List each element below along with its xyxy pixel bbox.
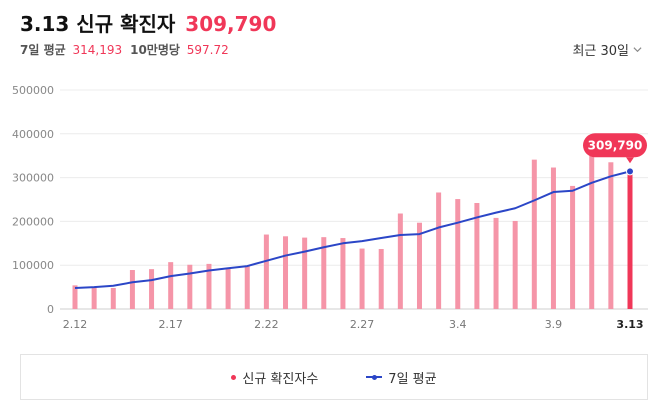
bar: [110, 287, 116, 309]
period-label: 최근 30일: [572, 44, 629, 59]
bar: [474, 203, 480, 309]
avg-stat: 7일 평균 314,193: [20, 41, 122, 58]
per-capita-label: 10만명당: [130, 43, 180, 57]
legend-item-7day-avg[interactable]: 7일 평균: [366, 368, 437, 387]
bar: [550, 167, 556, 309]
bar: [91, 286, 97, 309]
bar: [283, 236, 289, 309]
bar: [570, 185, 576, 309]
line-series-swatch: [366, 374, 383, 380]
y-tick-label: 100000: [12, 259, 54, 272]
legend-label-7day-avg: 7일 평균: [388, 371, 437, 387]
value-callout: 309,790: [583, 133, 647, 164]
callout-bubble: [583, 133, 647, 158]
bar: [225, 268, 231, 309]
bar: [455, 199, 461, 309]
grid-lines: [60, 89, 648, 310]
bar: [436, 192, 442, 309]
bar: [149, 269, 155, 309]
chevron-down-icon: [633, 47, 642, 53]
line-series: [74, 167, 634, 289]
callout-label: 309,790: [588, 138, 643, 152]
bar: [589, 155, 595, 309]
y-tick-label: 400000: [12, 128, 54, 141]
bar-series: [72, 155, 633, 309]
bar: [129, 270, 135, 309]
bar: [72, 285, 78, 309]
cases-chart: 0 100000 200000 300000 400000 500000 2.12 2.17…: [12, 84, 648, 331]
period-dropdown[interactable]: 최근 30일: [572, 40, 642, 59]
bar: [627, 173, 633, 309]
x-tick-label: 3.4: [449, 318, 467, 331]
bar: [378, 248, 384, 309]
bar: [512, 220, 518, 309]
per-capita-value: 597.72: [186, 43, 229, 57]
summary-stats: 7일 평균 314,193 10만명당 597.72: [20, 41, 229, 58]
bar: [302, 237, 308, 309]
bar: [263, 234, 269, 309]
bar: [168, 262, 174, 309]
bar: [493, 217, 499, 309]
x-tick-label: 3.9: [545, 318, 563, 331]
x-tick-label: 3.13: [616, 318, 643, 331]
y-tick-label: 500000: [12, 84, 54, 97]
bar: [187, 264, 193, 309]
x-tick-label: 2.27: [350, 318, 375, 331]
bar: [531, 159, 537, 309]
bar-series-swatch: [231, 374, 237, 380]
page-title: 3.13 신규 확진자: [20, 12, 176, 36]
bar: [206, 263, 212, 309]
bar: [416, 222, 422, 309]
avg-value: 314,193: [72, 43, 123, 57]
per-capita-stat: 10만명당 597.72: [130, 41, 229, 58]
bar: [359, 248, 365, 309]
legend-item-new-cases[interactable]: 신규 확진자수: [231, 368, 318, 387]
y-tick-label: 0: [47, 303, 54, 316]
x-axis: 2.12 2.17 2.22 2.27 3.4 3.9 3.13: [63, 318, 644, 331]
bar: [608, 162, 614, 309]
y-tick-label: 200000: [12, 215, 54, 228]
avg-label: 7일 평균: [20, 43, 66, 57]
legend-label-new-cases: 신규 확진자수: [242, 371, 319, 387]
bar: [244, 265, 250, 309]
chart-legend: 신규 확진자수 7일 평균: [20, 354, 648, 400]
bar: [340, 238, 346, 309]
bar: [397, 213, 403, 309]
x-tick-label: 2.22: [254, 318, 279, 331]
line-point: [626, 167, 634, 176]
x-tick-label: 2.17: [158, 318, 183, 331]
y-axis: 0 100000 200000 300000 400000 500000: [12, 84, 54, 316]
avg-line: [74, 170, 631, 289]
callout-pointer: [626, 157, 634, 164]
x-tick-label: 2.12: [63, 318, 88, 331]
new-cases-value: 309,790: [185, 12, 277, 36]
y-tick-label: 300000: [12, 172, 54, 185]
chart-header: 3.13 신규 확진자 309,790: [20, 8, 276, 37]
bar: [321, 237, 327, 309]
